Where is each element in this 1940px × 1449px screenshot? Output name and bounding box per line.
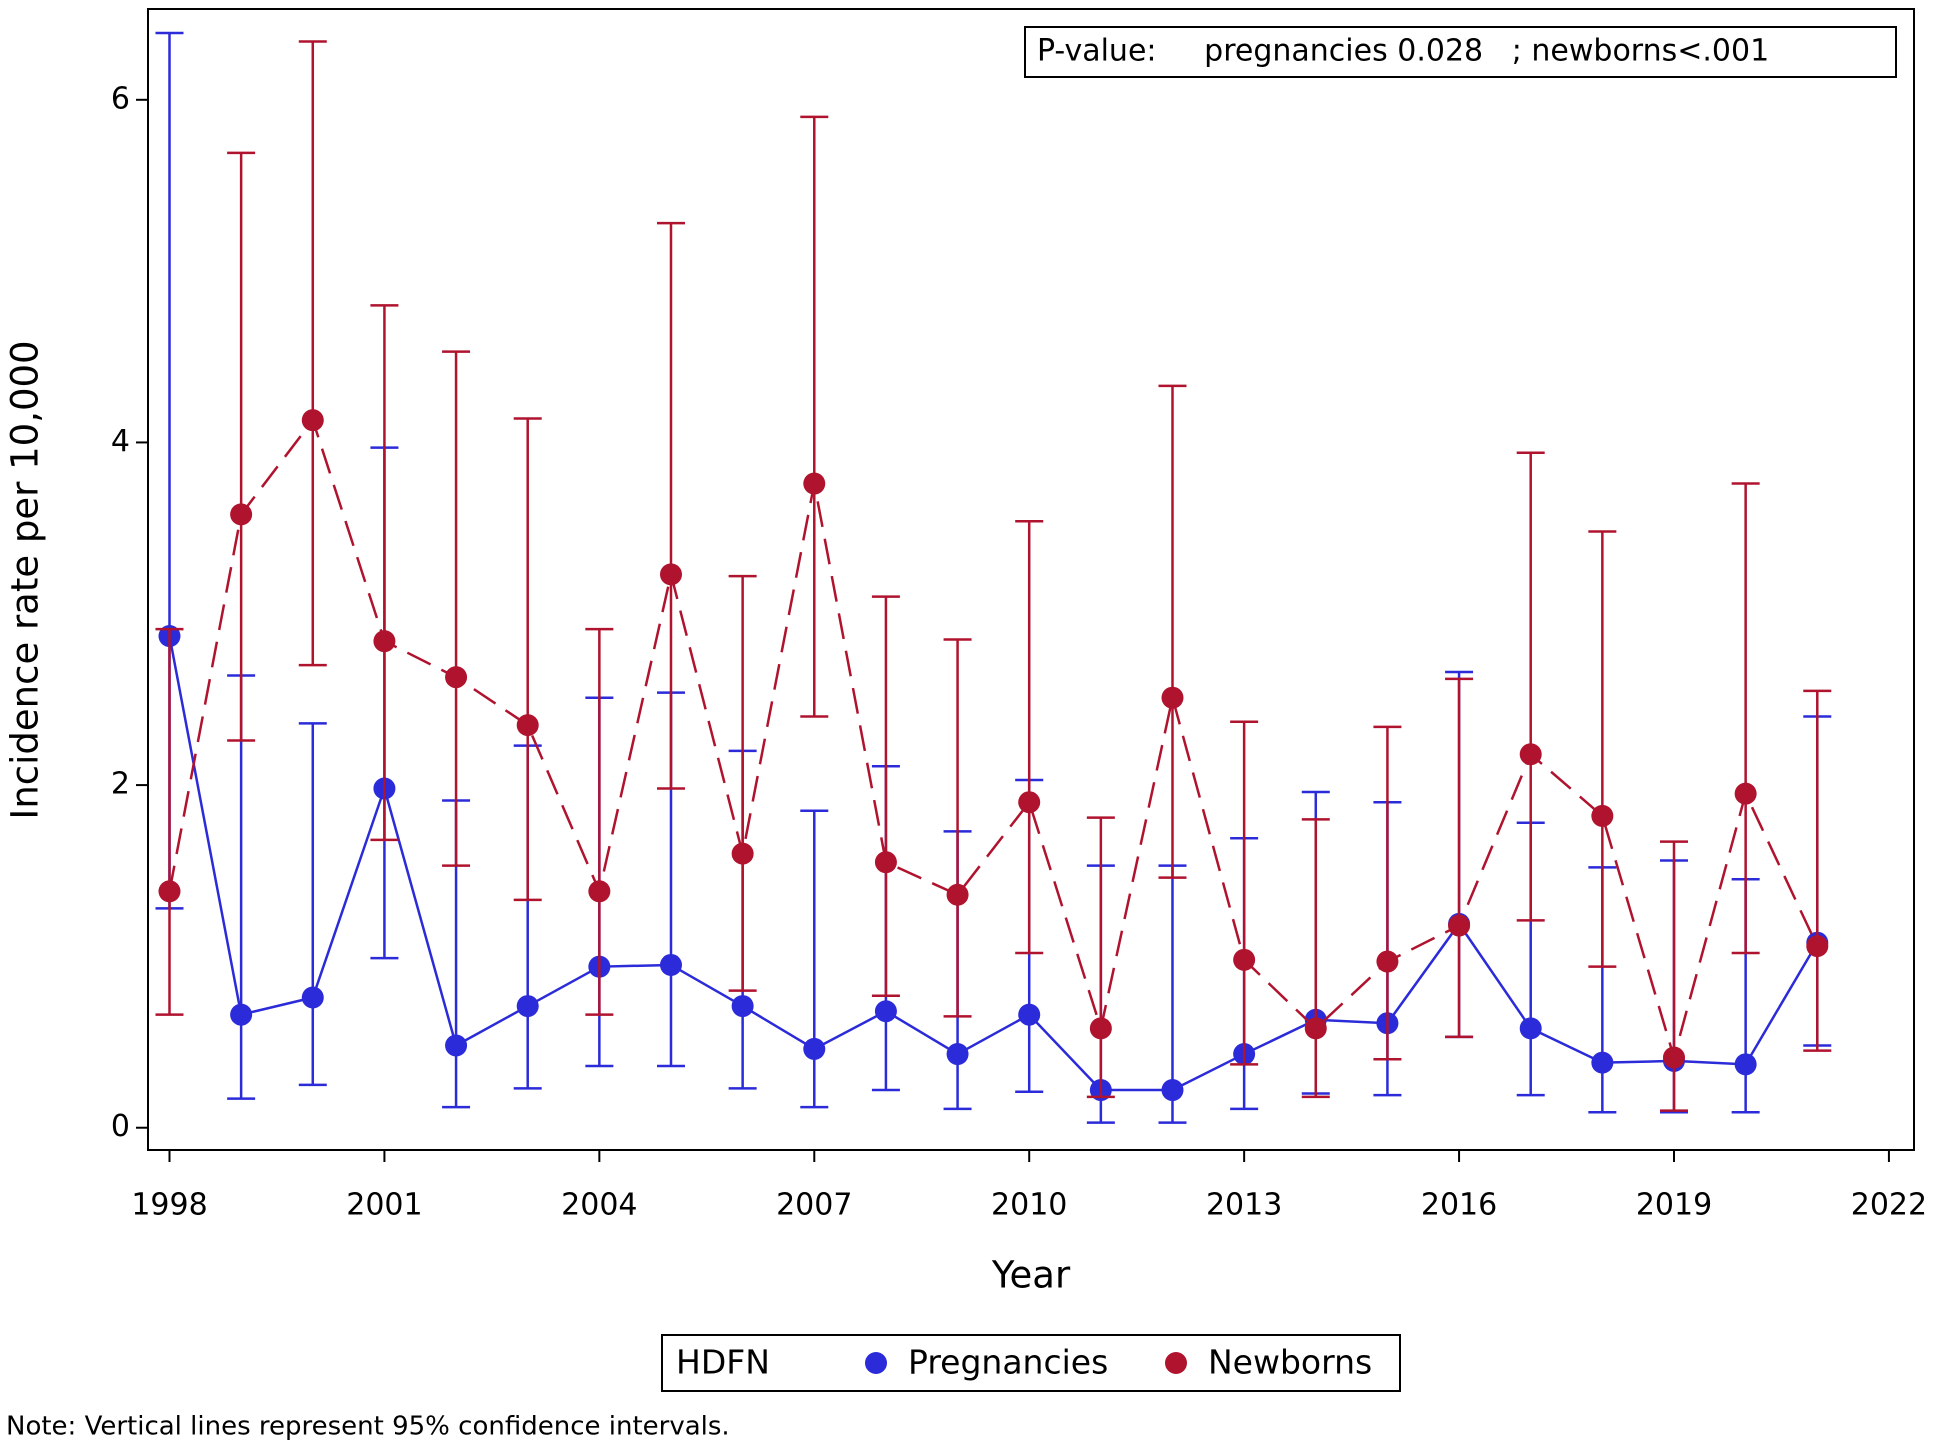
x-tick-label: 2022	[1851, 1188, 1927, 1223]
point	[1233, 948, 1256, 971]
point	[516, 995, 539, 1018]
point	[803, 1037, 826, 1060]
error-bar	[1230, 720, 1259, 1066]
error-bar	[1803, 689, 1832, 1052]
error-bar	[1015, 520, 1044, 955]
error-bar	[1445, 677, 1474, 1039]
error-bar	[1373, 725, 1402, 1061]
point	[301, 986, 324, 1009]
x-tick-label: 2013	[1206, 1188, 1282, 1223]
point	[1161, 1079, 1184, 1102]
error-bar	[943, 638, 972, 1018]
error-bar	[227, 151, 256, 742]
x-axis-label: Year	[991, 1254, 1071, 1297]
point	[731, 995, 754, 1018]
point	[1018, 791, 1041, 814]
x-tick-label: 1998	[131, 1188, 207, 1223]
error-bar	[1588, 530, 1617, 968]
legend-label: Pregnancies	[908, 1343, 1108, 1382]
point	[1018, 1003, 1041, 1026]
error-bar	[1301, 818, 1330, 1099]
x-tick-label: 2016	[1421, 1188, 1497, 1223]
point	[803, 472, 826, 495]
error-bar	[656, 221, 685, 790]
point	[1376, 950, 1399, 973]
point	[659, 953, 682, 976]
point	[659, 563, 682, 586]
error-bar	[442, 350, 471, 867]
point	[1089, 1017, 1112, 1040]
y-tick-label: 4	[111, 424, 130, 459]
point	[874, 1000, 897, 1023]
point	[373, 630, 396, 653]
error-bar	[800, 809, 829, 1109]
point	[301, 409, 324, 432]
legend-marker	[1165, 1352, 1187, 1374]
legend-label: Newborns	[1208, 1343, 1372, 1382]
point	[588, 880, 611, 903]
point	[731, 842, 754, 865]
point	[1591, 1051, 1614, 1074]
error-bar	[1158, 384, 1187, 879]
plot-frame	[147, 8, 1915, 1151]
error-bar	[1516, 451, 1545, 922]
legend-title: HDFN	[676, 1343, 770, 1382]
x-tick-label: 2010	[991, 1188, 1067, 1223]
error-bar	[298, 40, 327, 667]
point	[1161, 686, 1184, 709]
error-bar	[370, 304, 399, 842]
error-bar	[155, 627, 184, 1016]
note: Note: Vertical lines represent 95% confi…	[6, 1412, 730, 1442]
error-bar	[298, 722, 327, 1087]
point	[1591, 804, 1614, 827]
y-tick-label: 0	[111, 1109, 130, 1144]
y-tick-label: 6	[111, 81, 130, 116]
point	[946, 883, 969, 906]
point	[946, 1043, 969, 1066]
error-bar	[585, 627, 614, 1016]
point	[1304, 1017, 1327, 1040]
point	[1519, 743, 1542, 766]
error-bar	[1731, 482, 1760, 955]
point	[1448, 914, 1471, 937]
point	[874, 851, 897, 874]
point	[1734, 1053, 1757, 1076]
point	[1662, 1046, 1685, 1069]
error-bar	[513, 417, 542, 902]
error-bar	[728, 574, 757, 992]
x-tick-label: 2019	[1636, 1188, 1712, 1223]
x-tick-label: 2007	[776, 1188, 852, 1223]
point	[230, 1003, 253, 1026]
annotation-box	[1024, 26, 1897, 78]
legend-marker	[865, 1352, 887, 1374]
point	[230, 503, 253, 526]
annotation: P-value: pregnancies 0.028 ; newborns<.0…	[1037, 34, 1769, 69]
point	[445, 1034, 468, 1057]
point	[516, 714, 539, 737]
x-tick-label: 2004	[561, 1188, 637, 1223]
error-bar	[871, 595, 900, 998]
point	[158, 880, 181, 903]
error-bar	[800, 115, 829, 718]
point	[1519, 1017, 1542, 1040]
legend-box	[661, 1334, 1401, 1392]
series-line	[168, 417, 1819, 1063]
x-tick-label: 2001	[346, 1188, 422, 1223]
series-line	[168, 635, 1819, 1092]
point	[1734, 782, 1757, 805]
point	[445, 666, 468, 689]
error-bar	[1660, 840, 1688, 1112]
y-tick-label: 2	[111, 767, 130, 802]
error-bar	[1086, 816, 1115, 1099]
point	[1806, 935, 1829, 958]
y-axis-label: Incidence rate per 10,000	[4, 340, 47, 819]
